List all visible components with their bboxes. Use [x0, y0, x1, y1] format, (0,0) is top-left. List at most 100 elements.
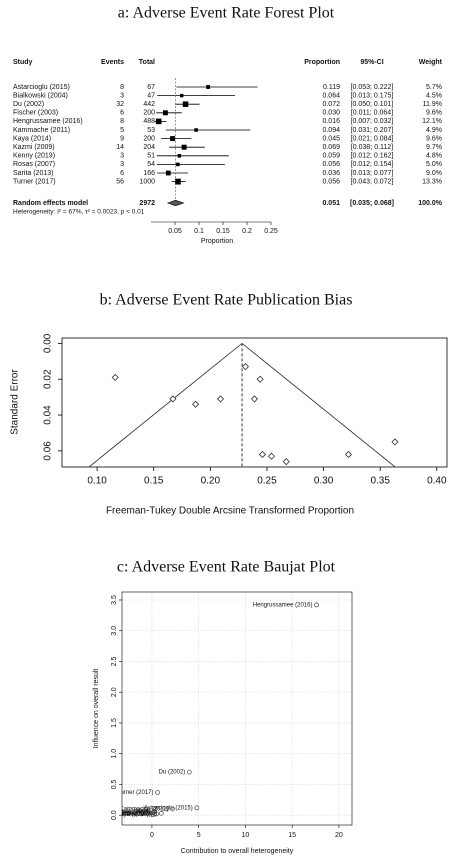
- y-tick-label: 0.04: [43, 405, 54, 425]
- x-tick-label: 0.25: [264, 228, 278, 235]
- x-tick-label: 0.20: [201, 476, 221, 487]
- column-header: Proportion: [304, 59, 340, 66]
- study-box: [165, 170, 171, 176]
- total: 204: [143, 144, 155, 151]
- weight: 4.5%: [426, 92, 442, 99]
- total: 1000: [139, 178, 155, 185]
- point-label: Kenny (2019): [114, 810, 150, 816]
- x-tick-label: 5: [197, 832, 201, 839]
- point-label: Fischer (2003): [119, 811, 158, 817]
- study-point: [267, 452, 276, 460]
- events: 6: [120, 110, 124, 117]
- x-axis-label: Contribution to overall heterogeneity: [181, 848, 294, 855]
- study-point: [170, 806, 175, 812]
- summary-name: Random effects model: [13, 200, 88, 207]
- proportion: 0.069: [322, 144, 340, 151]
- x-tick-label: 0.10: [87, 476, 107, 487]
- summary-total: 2972: [139, 200, 155, 207]
- total: 54: [147, 161, 155, 168]
- y-tick-label: 0.5: [111, 779, 118, 789]
- ci: [0.012; 0.154]: [351, 161, 394, 168]
- ci: [0.012; 0.162]: [351, 153, 394, 160]
- column-header: 95%-CI: [360, 59, 383, 66]
- study-point: [250, 395, 259, 403]
- summary-ci: [0.035; 0.068]: [350, 200, 394, 207]
- point-label: Sarita (2013): [116, 812, 151, 818]
- study-name: Kammache (2011): [13, 127, 70, 134]
- study-name: Astarcioglu (2015): [13, 84, 70, 91]
- plot-frame: [121, 591, 353, 826]
- proportion: 0.056: [322, 161, 340, 168]
- funnel-line: [241, 343, 396, 467]
- study-point: [314, 602, 319, 608]
- point-label: Kazmi (2009): [117, 812, 153, 818]
- x-tick-label: 0.25: [257, 476, 277, 487]
- ci: [0.053; 0.222]: [351, 84, 394, 91]
- events: 9: [120, 135, 124, 142]
- study-name: Turner (2017): [13, 178, 56, 185]
- total: 51: [147, 153, 155, 160]
- column-header: Events: [101, 59, 124, 66]
- study-point: [158, 810, 164, 816]
- study-point: [344, 450, 353, 459]
- proportion: 0.094: [322, 127, 340, 134]
- x-axis-label: Proportion: [201, 238, 233, 245]
- point-label: Kaya (2014): [116, 812, 149, 818]
- x-tick-label: 0: [150, 832, 154, 839]
- total: 53: [147, 127, 155, 134]
- x-tick-label: 0.05: [168, 228, 182, 235]
- column-header: Total: [139, 59, 155, 66]
- study-point: [186, 769, 192, 775]
- total: 166: [143, 170, 155, 177]
- total: 200: [143, 135, 155, 142]
- proportion: 0.036: [322, 170, 340, 177]
- x-axis-label: Freeman-Tukey Double Arcsine Transformed…: [106, 506, 354, 517]
- proportion: 0.064: [322, 92, 340, 99]
- weight: 11.9%: [423, 101, 442, 108]
- column-header: Study: [13, 59, 33, 66]
- ci: [0.021; 0.084]: [351, 135, 394, 142]
- y-axis-label: Influence on overall result: [93, 669, 100, 749]
- proportion: 0.016: [322, 118, 340, 125]
- y-tick-label: 2.0: [111, 687, 118, 697]
- events: 3: [120, 92, 124, 99]
- x-tick-label: 15: [288, 832, 296, 839]
- x-tick-label: 0.1: [194, 228, 204, 235]
- x-tick-label: 0.2: [242, 228, 252, 235]
- proportion: 0.072: [322, 101, 340, 108]
- study-point: [169, 395, 177, 403]
- study-box: [181, 144, 187, 150]
- x-tick-label: 10: [242, 832, 250, 839]
- total: 47: [147, 92, 155, 99]
- proportion: 0.030: [322, 110, 340, 117]
- ci: [0.038; 0.112]: [351, 144, 393, 151]
- study-box: [174, 178, 181, 185]
- events: 14: [116, 144, 124, 151]
- weight: 4.8%: [426, 153, 442, 160]
- x-tick-label: 0.15: [144, 476, 164, 487]
- plot-area: Hengrussamee (2016) Du (2002) Turner (2017…: [114, 602, 319, 818]
- y-tick-label: 0.02: [43, 369, 54, 389]
- y-tick-label: 3.5: [111, 595, 118, 605]
- y-tick-label: 1.5: [111, 718, 118, 728]
- weight: 5.0%: [426, 161, 442, 168]
- y-tick-label: 0.06: [43, 441, 54, 461]
- proportion: 0.056: [322, 178, 340, 185]
- point-label: Turner (2017): [117, 790, 153, 796]
- study-box: [155, 118, 162, 125]
- study-name: Kazmi (2009): [13, 144, 55, 151]
- study-point: [150, 812, 156, 817]
- chart-title: c: Adverse Event Rate Baujat Plot: [117, 559, 336, 576]
- ci: [0.011; 0.064]: [351, 110, 393, 117]
- weight: 5.7%: [426, 84, 442, 91]
- plot-frame: [61, 337, 448, 468]
- study-name: Hengrussamee (2016): [13, 118, 83, 125]
- point-label: Hengrussamee (2016): [253, 602, 313, 608]
- events: 8: [120, 118, 124, 125]
- study-point: [256, 375, 264, 383]
- study-point: [194, 805, 200, 811]
- study-name: Kaya (2014): [13, 135, 51, 142]
- study-point: [258, 450, 266, 459]
- y-tick-label: 1.0: [111, 749, 118, 759]
